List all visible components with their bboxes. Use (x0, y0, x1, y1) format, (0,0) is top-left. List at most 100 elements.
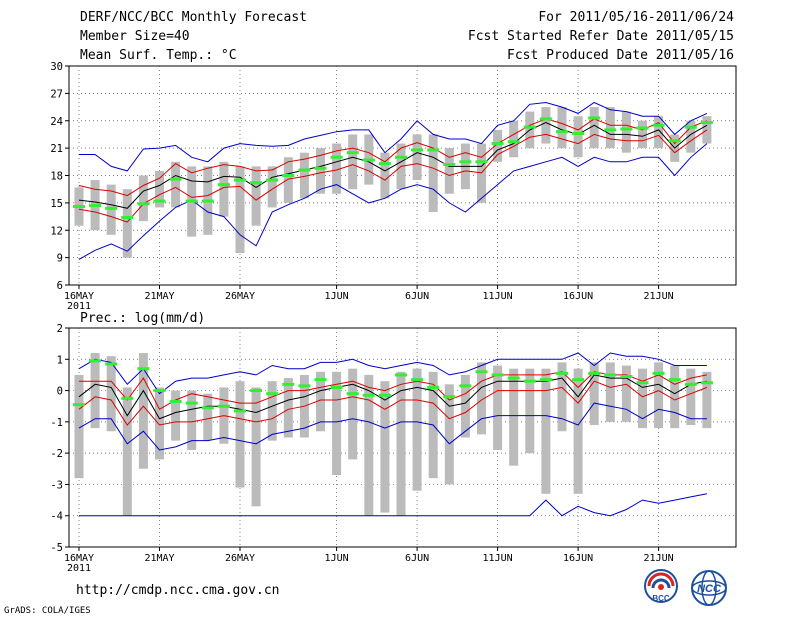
panel2-ytick-label: 0 (57, 386, 63, 398)
panel2-spread-bar (187, 390, 197, 451)
panel2-xtick-label: 6JUN (405, 553, 429, 564)
panel1-spread-bar (493, 129, 503, 162)
panel1-xtick-label: 21JUN (644, 291, 674, 302)
panel2-spread-bar (412, 368, 422, 491)
panel2-spread-bar (316, 371, 325, 432)
panel2-spread-bar (477, 362, 486, 435)
panel1-ytick-label: 24 (50, 116, 63, 128)
panel2-spread-bar (380, 381, 390, 513)
variable-label: Mean Surf. Temp.: °C (80, 48, 237, 63)
fcst-produced-date: Fcst Produced Date 2011/05/16 (507, 48, 734, 63)
panel1-spread-bar (605, 107, 615, 149)
panel2-xtick-label: 16MAY (64, 553, 94, 564)
panel1-spread-bar (316, 148, 325, 194)
panel1-spread-bar (283, 157, 293, 203)
panel2-xtick-label: 16JUN (563, 553, 593, 564)
panel1-ytick-label: 15 (50, 198, 63, 210)
panel2-floor-line (79, 493, 707, 517)
panel1-spread-bar (251, 166, 261, 226)
panel1-spread-bar (444, 148, 454, 194)
source-url[interactable]: http://cmdp.ncc.cma.gov.cn (76, 583, 280, 598)
panel2-spread-bar (332, 371, 342, 476)
panel1-spread-bar (380, 152, 390, 199)
panel2-spread-bar (654, 362, 664, 429)
panel2-spread-bar (638, 368, 647, 429)
panel2-spread-bar (670, 365, 680, 429)
panel2-spread-bar (460, 374, 470, 438)
panel2-spread-bar (251, 387, 261, 507)
panel2-spread-bar (686, 368, 696, 425)
panel2-ytick-label: -2 (50, 448, 63, 460)
panel2-spread-bar (621, 365, 631, 422)
panel2-spread-bar (444, 384, 454, 485)
panel2-ytick-label: -3 (50, 479, 63, 491)
panel2-spread-bar (589, 362, 599, 425)
panel1-ytick-label: 30 (50, 61, 63, 73)
panel1-ytick-label: 18 (50, 171, 63, 183)
panel1-ytick-label: 27 (50, 88, 63, 100)
grads-credit: GrADS: COLA/IGES (4, 606, 91, 616)
panel2-spread-bar (493, 365, 503, 451)
panel1-xtick-label: 16MAY (64, 291, 94, 302)
panel1-spread-bar (638, 120, 647, 149)
panel1-lower-line (78, 129, 708, 223)
panel2-median-line (78, 374, 707, 420)
ncc-logo-text: NCC (697, 583, 722, 595)
panel1-ytick-label: 12 (50, 225, 63, 237)
panel2-spread-bar (235, 381, 245, 488)
panel1-spread-bar (702, 116, 712, 144)
panel1-spread-bar (267, 166, 277, 208)
panel2-spread-bar (138, 353, 148, 469)
panel2-spread-bar (605, 362, 615, 422)
panel1-spread-bar (155, 170, 164, 208)
forecast-period: For 2011/05/16-2011/06/24 (538, 10, 734, 25)
panel1-spread-bar (138, 175, 148, 222)
panel1-min-line (79, 101, 708, 172)
panel1-spread-bar (171, 161, 181, 208)
panel2-ytick-label: 2 (57, 323, 63, 335)
fcst-started-date: Fcst Started Refer Date 2011/05/15 (467, 29, 734, 44)
panel1-xtick-label: 11JUN (483, 291, 513, 302)
ncc-logo: NCC (691, 570, 727, 606)
panel1-xtick-label: 26MAY (225, 291, 255, 302)
panel1-xtick-label: 16JUN (563, 291, 593, 302)
panel2-spread-bar (203, 393, 213, 441)
chart-title: DERF/NCC/BCC Monthly Forecast (80, 10, 307, 25)
panel2-title: Prec.: log(mm/d) (80, 311, 205, 326)
panel2-spread-bar (396, 371, 406, 516)
panel1-spread-bar (428, 134, 438, 212)
bcc-logo: BCC (644, 569, 678, 603)
panel1-year-label: 2011 (67, 301, 91, 312)
panel1-spread-bar (541, 107, 551, 144)
panel1-spread-bar (299, 152, 309, 199)
panel1-xtick-label: 1JUN (325, 291, 349, 302)
panel2-spread-bar (702, 371, 712, 429)
panel2-spread-bar (348, 368, 358, 460)
panel1-spread-bar (557, 107, 567, 149)
panel1-ytick-label: 6 (57, 280, 63, 292)
panel2-ytick-label: 1 (57, 354, 63, 366)
panel2-xtick-label: 11JUN (483, 553, 513, 564)
panel1-spread-bar (122, 189, 132, 258)
panel2-upper-line (79, 371, 707, 410)
panel2-xtick-label: 1JUN (325, 553, 349, 564)
panel1-spread-bar (509, 120, 519, 158)
panel1-upper-line (78, 118, 708, 197)
panel2-ytick-label: -1 (50, 417, 63, 429)
panel2-lower-line (78, 380, 708, 426)
panel2-spread-bar (541, 368, 551, 494)
panel1-spread-bar (412, 134, 422, 181)
panel2-max-line (78, 352, 707, 395)
panel1-spread-bar (332, 143, 342, 194)
panel1-spread-bar (235, 166, 245, 254)
panel2-year-label: 2011 (67, 563, 91, 574)
panel2-spread-bar (171, 390, 181, 441)
panel2-spread-bar (122, 387, 132, 516)
panel1-spread-bar (348, 134, 358, 190)
panel2-xtick-label: 21JUN (644, 553, 674, 564)
panel2-ytick-label: -4 (50, 511, 63, 523)
panel1-xtick-label: 21MAY (144, 291, 174, 302)
panel1-max-line (78, 143, 708, 260)
panel2-ytick-label: -5 (50, 542, 63, 554)
